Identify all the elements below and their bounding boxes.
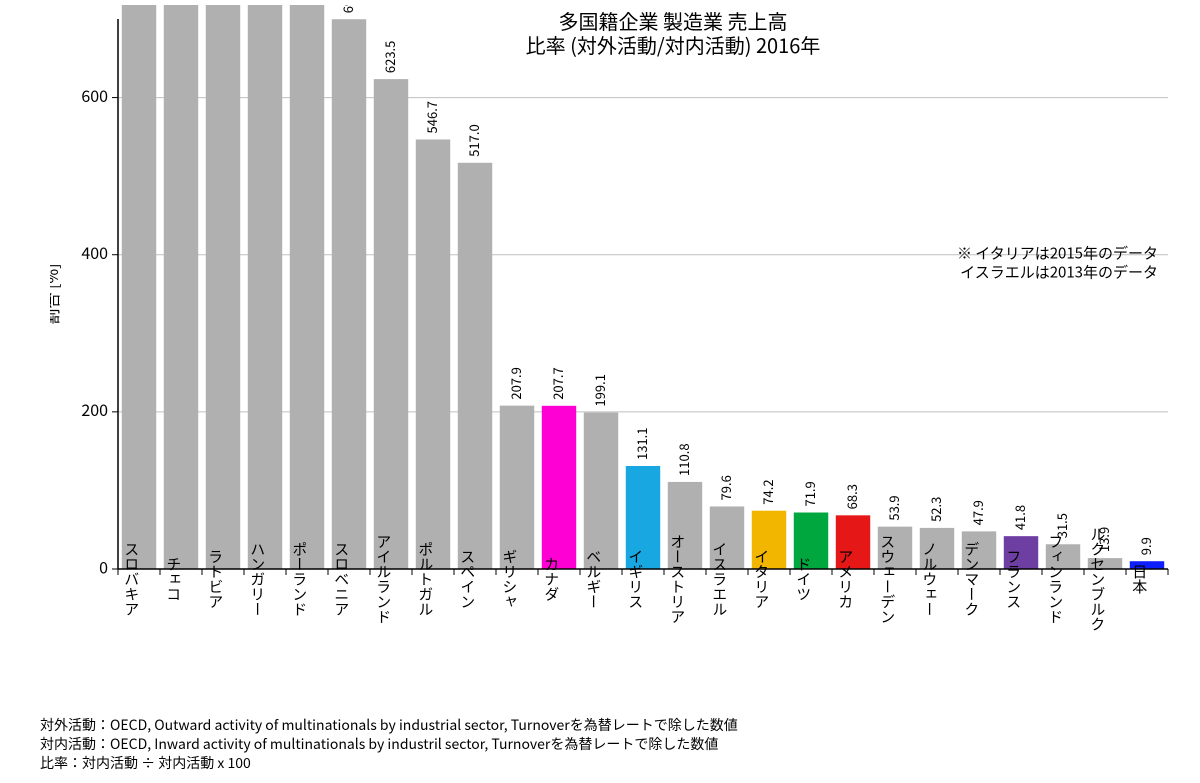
- x-category-label: ハンガリー: [247, 542, 268, 617]
- bar-value-label: 207.9: [506, 367, 525, 399]
- x-category-label: スロバキア: [121, 542, 142, 617]
- x-category-label: ドイツ: [793, 557, 814, 602]
- x-category-label: イギリス: [625, 549, 646, 609]
- bar: [248, 5, 282, 569]
- x-category-label: オーストリア: [667, 534, 688, 624]
- bar: [416, 139, 450, 569]
- bar-value-label: 131.1: [632, 428, 651, 460]
- y-tick-label: 600: [81, 83, 108, 107]
- chart-title-line2: 比率 (対外活動/対内活動) 2016年: [526, 30, 821, 59]
- bar-value-label: 9.9: [1136, 537, 1155, 555]
- x-category-label: アイルランド: [373, 534, 394, 624]
- bar-value-label: 68.3: [842, 484, 861, 509]
- bar-value-label: 517.0: [464, 124, 483, 156]
- footnote-line-3: 比率：対内活動 ÷ 対内活動 x 100: [40, 754, 738, 773]
- bar-value-label: 53.9: [884, 495, 903, 520]
- x-category-label: デンマーク: [961, 542, 982, 617]
- bar: [500, 406, 534, 569]
- bar: [374, 79, 408, 569]
- bar: [206, 5, 240, 569]
- bar: [332, 19, 366, 569]
- footnote-line-1: 対外活動：OECD, Outward activity of multinati…: [40, 716, 738, 735]
- x-category-label: ベルギー: [583, 549, 604, 609]
- x-category-label: イタリア: [751, 549, 772, 609]
- x-category-label: フランス: [1003, 549, 1024, 609]
- chart-svg: スロバキアチェコラトビアハンガリーポーランド 699.7 スロベニア 623.5 アイル…: [50, 5, 1180, 685]
- bar: [290, 5, 324, 569]
- x-category-label: カナダ: [541, 557, 562, 602]
- bar-value-label: 41.8: [1010, 505, 1029, 530]
- x-category-label: スウェーデン: [877, 534, 898, 624]
- bar: [584, 413, 618, 569]
- bar: [164, 5, 198, 569]
- x-category-label: スロベニア: [331, 542, 352, 617]
- footnotes: 対外活動：OECD, Outward activity of multinati…: [40, 716, 738, 773]
- y-tick-label: 0: [99, 554, 108, 578]
- x-category-label: アメリカ: [835, 549, 856, 609]
- chart-note-line2: イスラエルは2013年のデータ: [960, 262, 1158, 283]
- bar-chart: スロバキアチェコラトビアハンガリーポーランド 699.7 スロベニア 623.5 アイル…: [50, 5, 1180, 685]
- x-category-label: スペイン: [457, 549, 478, 609]
- x-category-label: イスラエル: [709, 542, 730, 617]
- chart-note-line1: ※ イタリアは2015年のデータ: [957, 243, 1158, 264]
- bar-value-label: 207.7: [548, 367, 567, 399]
- bar-value-label: 71.9: [800, 481, 819, 506]
- x-category-label: ギリシャ: [499, 549, 520, 609]
- x-category-label: ポルトガル: [415, 542, 436, 617]
- x-category-label: ラトビア: [205, 549, 226, 609]
- bar-value-label: 110.8: [674, 443, 693, 475]
- y-axis-label: 割合 [%]: [50, 263, 63, 324]
- bar-value-label: 47.9: [968, 500, 987, 525]
- bar: [458, 163, 492, 569]
- bar-value-label: 79.6: [716, 475, 735, 500]
- x-category-label: フィンランド: [1045, 534, 1066, 624]
- y-tick-label: 400: [81, 240, 108, 264]
- bar-value-label: 74.2: [758, 479, 777, 504]
- bar-value-label: 199.1: [590, 374, 609, 406]
- bar: [122, 5, 156, 569]
- bar: [542, 406, 576, 569]
- bar-value-label: 623.5: [380, 41, 399, 73]
- bar-value-label: 52.3: [926, 497, 945, 522]
- bar-value-label: 699.7: [338, 5, 357, 13]
- y-tick-label: 200: [81, 397, 108, 421]
- footnote-line-2: 対内活動：OECD, Inward activity of multinatio…: [40, 735, 738, 754]
- x-category-label: ポーランド: [289, 542, 310, 617]
- bar-value-label: 546.7: [422, 101, 441, 133]
- x-category-label: ノルウェー: [919, 542, 940, 617]
- x-category-label: チェコ: [163, 557, 184, 602]
- x-category-label: ルクセンブルク: [1087, 527, 1108, 632]
